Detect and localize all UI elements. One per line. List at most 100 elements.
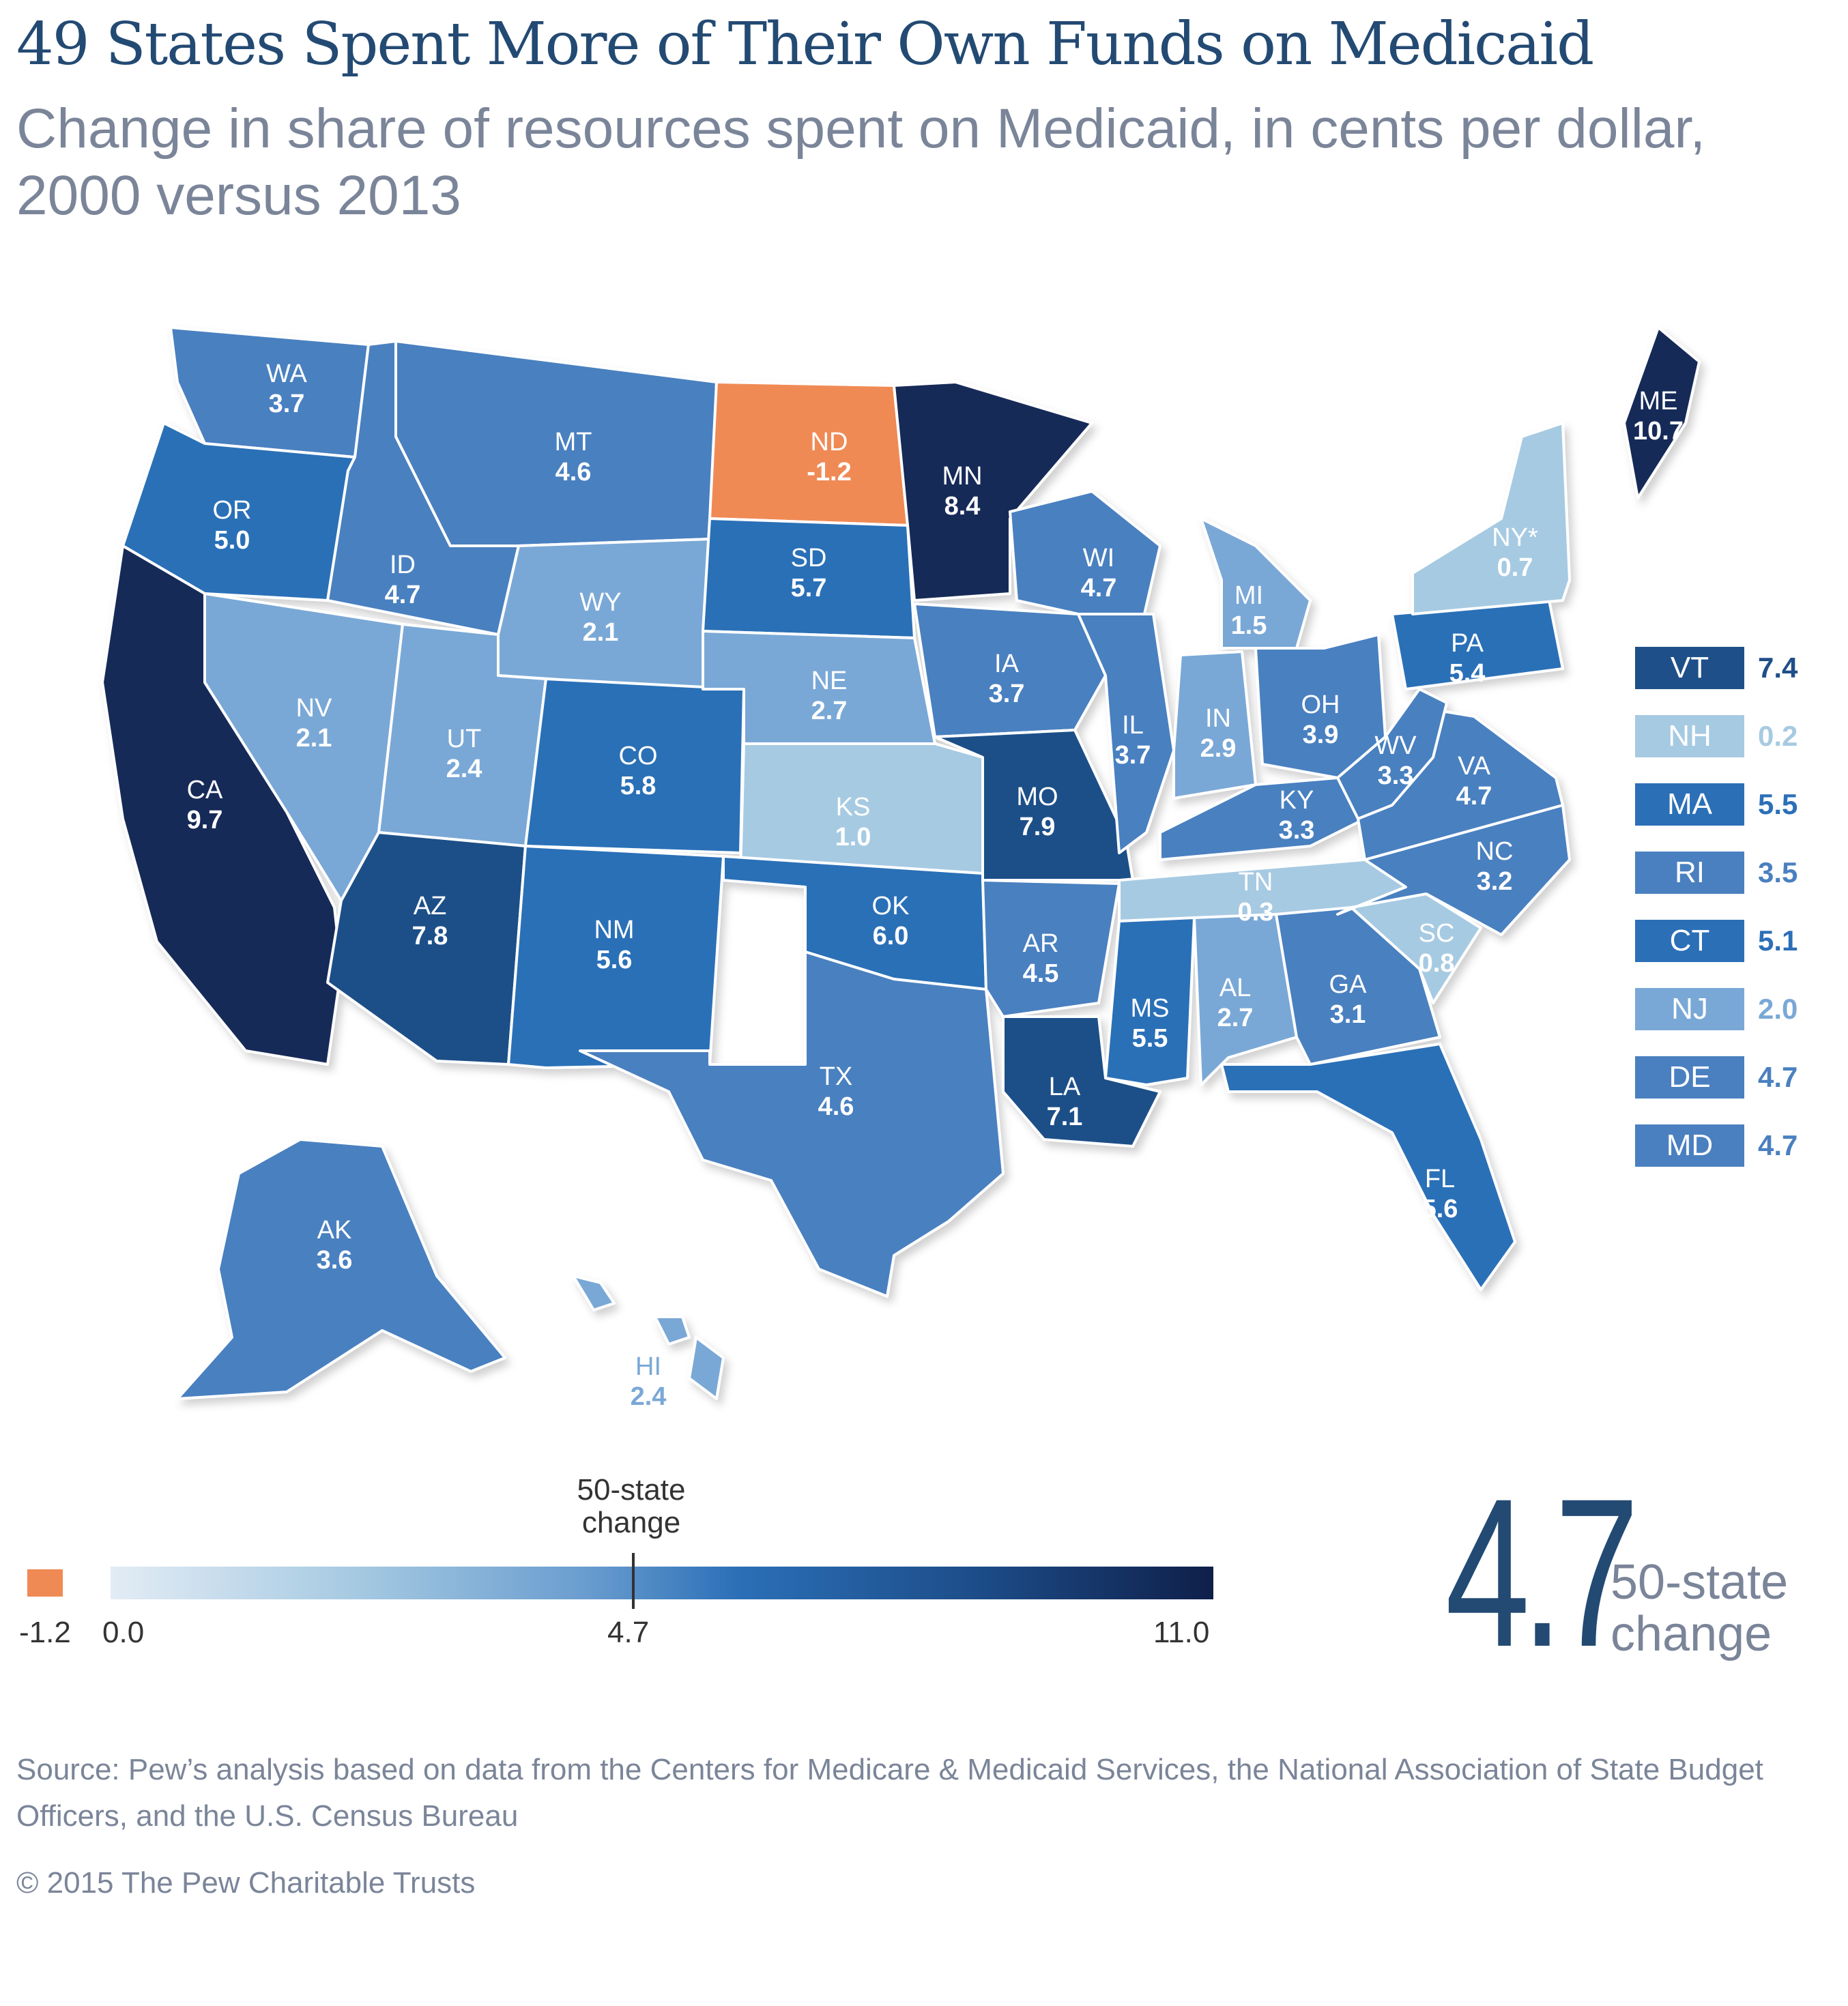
- state-label-ky: KY: [1280, 786, 1314, 815]
- state-value-wi: 4.7: [1081, 574, 1117, 602]
- state-value-ut: 2.4: [446, 755, 482, 783]
- state-shape-tx: [579, 886, 1005, 1298]
- state-shape-wv: [1336, 688, 1448, 820]
- small-states-list: VT 7.4 NH 0.2 MA 5.5 RI 3.5 CT 5.1 NJ 2.0 DE 4.7 MD 4.7: [1635, 647, 1840, 1193]
- state-label-ne: NE: [811, 667, 848, 695]
- state-label-nd: ND: [811, 428, 848, 456]
- state-label-ar: AR: [1023, 929, 1059, 958]
- copyright: © 2015 The Pew Charitable Trusts: [16, 1866, 476, 1900]
- state-value-sd: 5.7: [791, 574, 827, 602]
- state-label-sd: SD: [791, 544, 827, 572]
- state-shape-ar: [981, 879, 1121, 1018]
- legend-min-label: 0.0: [102, 1616, 145, 1649]
- side-row-de: DE 4.7: [1635, 1056, 1840, 1124]
- side-row-nh: NH 0.2: [1635, 715, 1840, 783]
- legend-mid-label: 4.7: [607, 1616, 650, 1649]
- summary-value: 4.7: [1445, 1454, 1639, 1691]
- state-value-mt: 4.6: [555, 458, 592, 486]
- state-shape-ms: [1104, 916, 1196, 1086]
- state-label-mo: MO: [1016, 783, 1058, 811]
- state-label-nc: NC: [1476, 837, 1514, 866]
- side-label-vt: VT: [1635, 647, 1744, 689]
- state-label-wi: WI: [1083, 544, 1114, 572]
- state-value-ak: 3.6: [317, 1246, 353, 1275]
- side-label-ct: CT: [1635, 920, 1744, 962]
- state-value-ga: 3.1: [1330, 1000, 1366, 1029]
- state-label-id: ID: [390, 551, 416, 579]
- state-value-wv: 3.3: [1378, 761, 1414, 790]
- side-label-nh: NH: [1635, 715, 1744, 757]
- state-label-ak: AK: [317, 1216, 352, 1245]
- side-row-nj: NJ 2.0: [1635, 988, 1840, 1056]
- legend-gradient-bar: [111, 1567, 1213, 1599]
- state-label-ca: CA: [187, 776, 223, 804]
- side-row-vt: VT 7.4: [1635, 647, 1840, 715]
- state-label-al: AL: [1219, 974, 1251, 1002]
- summary-label-line2: change: [1611, 1606, 1772, 1661]
- state-label-pa: PA: [1451, 629, 1484, 658]
- state-label-nv: NV: [296, 694, 332, 723]
- side-value-vt: 7.4: [1758, 652, 1798, 684]
- state-label-wa: WA: [266, 360, 307, 388]
- state-value-pa: 5.4: [1449, 659, 1486, 688]
- state-value-id: 4.7: [385, 581, 421, 609]
- state-value-mi: 1.5: [1231, 611, 1267, 640]
- state-value-ok: 6.0: [873, 922, 909, 950]
- side-value-ri: 3.5: [1758, 856, 1798, 888]
- state-value-ar: 4.5: [1023, 959, 1059, 988]
- state-label-fl: FL: [1425, 1165, 1455, 1193]
- side-value-nh: 0.2: [1758, 720, 1798, 752]
- side-value-nj: 2.0: [1758, 993, 1798, 1025]
- state-label-va: VA: [1458, 752, 1491, 781]
- state-value-ks: 1.0: [835, 823, 871, 852]
- state-label-mi: MI: [1235, 581, 1263, 610]
- state-shape-nc: [1336, 804, 1571, 936]
- state-shape-mn: [893, 381, 1093, 602]
- state-shape-ak: [176, 1138, 506, 1400]
- state-shape-nd: [708, 381, 909, 527]
- side-row-md: MD 4.7: [1635, 1124, 1840, 1193]
- legend-negative-swatch: [27, 1569, 63, 1597]
- chart-subtitle: Change in share of resources spent on Me…: [16, 98, 1706, 227]
- state-shape-ia: [913, 602, 1107, 738]
- state-value-tx: 4.6: [818, 1092, 854, 1121]
- legend-average-marker: [632, 1553, 635, 1609]
- state-value-fl: 5.6: [1422, 1195, 1458, 1223]
- state-label-tx: TX: [820, 1062, 853, 1091]
- state-value-tn: 0.3: [1238, 898, 1274, 927]
- state-value-nm: 5.6: [596, 946, 633, 974]
- state-shape-me: [1623, 326, 1701, 499]
- state-label-ok: OK: [872, 892, 910, 920]
- state-value-wa: 3.7: [269, 390, 305, 418]
- state-label-ia: IA: [994, 650, 1020, 678]
- state-value-il: 3.7: [1115, 741, 1151, 770]
- state-value-va: 4.7: [1456, 782, 1492, 811]
- state-value-mn: 8.4: [944, 492, 981, 521]
- side-label-ri: RI: [1635, 852, 1744, 894]
- chart-title: 49 States Spent More of Their Own Funds …: [16, 10, 1594, 78]
- state-value-nc: 3.2: [1477, 867, 1513, 896]
- state-label-in: IN: [1205, 704, 1231, 733]
- side-value-ct: 5.1: [1758, 925, 1798, 957]
- summary-label-line1: 50-state: [1611, 1555, 1789, 1610]
- side-value-md: 4.7: [1758, 1129, 1798, 1161]
- state-value-sc: 0.8: [1419, 949, 1455, 978]
- state-shape-fl: [1220, 1043, 1516, 1291]
- state-shape-hi: [572, 1275, 725, 1400]
- state-shape-il: [1077, 613, 1175, 854]
- state-shape-la: [1002, 1015, 1161, 1148]
- state-value-me: 10.7: [1633, 417, 1684, 446]
- side-label-nj: NJ: [1635, 988, 1744, 1030]
- side-row-ri: RI 3.5: [1635, 852, 1840, 920]
- state-label-sc: SC: [1419, 919, 1455, 948]
- state-value-nv: 2.1: [296, 724, 332, 753]
- state-label-or: OR: [213, 496, 252, 525]
- state-value-ne: 2.7: [811, 697, 848, 725]
- state-label-az: AZ: [414, 892, 447, 920]
- state-value-ky: 3.3: [1279, 816, 1315, 845]
- state-value-ca: 9.7: [187, 806, 223, 834]
- side-value-de: 4.7: [1758, 1061, 1798, 1093]
- state-label-ut: UT: [447, 725, 482, 753]
- state-label-co: CO: [619, 742, 658, 770]
- legend-max-label: 11.0: [1153, 1616, 1210, 1649]
